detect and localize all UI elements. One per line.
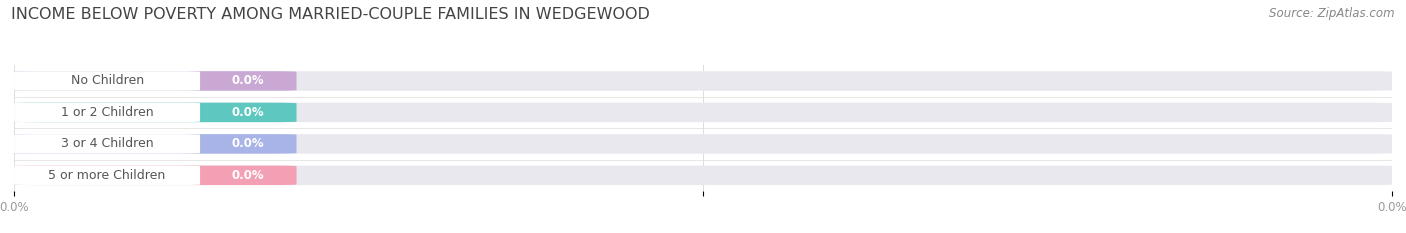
FancyBboxPatch shape bbox=[14, 166, 1392, 185]
Text: 0.0%: 0.0% bbox=[232, 106, 264, 119]
FancyBboxPatch shape bbox=[14, 166, 297, 185]
FancyBboxPatch shape bbox=[14, 71, 200, 91]
Text: INCOME BELOW POVERTY AMONG MARRIED-COUPLE FAMILIES IN WEDGEWOOD: INCOME BELOW POVERTY AMONG MARRIED-COUPL… bbox=[11, 7, 650, 22]
Text: No Children: No Children bbox=[70, 75, 143, 87]
FancyBboxPatch shape bbox=[14, 134, 200, 154]
Text: 3 or 4 Children: 3 or 4 Children bbox=[60, 137, 153, 150]
FancyBboxPatch shape bbox=[14, 103, 200, 122]
FancyBboxPatch shape bbox=[14, 71, 297, 91]
FancyBboxPatch shape bbox=[14, 134, 297, 154]
Text: Source: ZipAtlas.com: Source: ZipAtlas.com bbox=[1270, 7, 1395, 20]
FancyBboxPatch shape bbox=[14, 103, 1392, 122]
Text: 1 or 2 Children: 1 or 2 Children bbox=[60, 106, 153, 119]
FancyBboxPatch shape bbox=[14, 166, 200, 185]
FancyBboxPatch shape bbox=[14, 134, 1392, 154]
FancyBboxPatch shape bbox=[14, 71, 1392, 91]
Text: 0.0%: 0.0% bbox=[232, 137, 264, 150]
Text: 0.0%: 0.0% bbox=[232, 75, 264, 87]
FancyBboxPatch shape bbox=[14, 103, 297, 122]
Text: 5 or more Children: 5 or more Children bbox=[48, 169, 166, 182]
Text: 0.0%: 0.0% bbox=[232, 169, 264, 182]
